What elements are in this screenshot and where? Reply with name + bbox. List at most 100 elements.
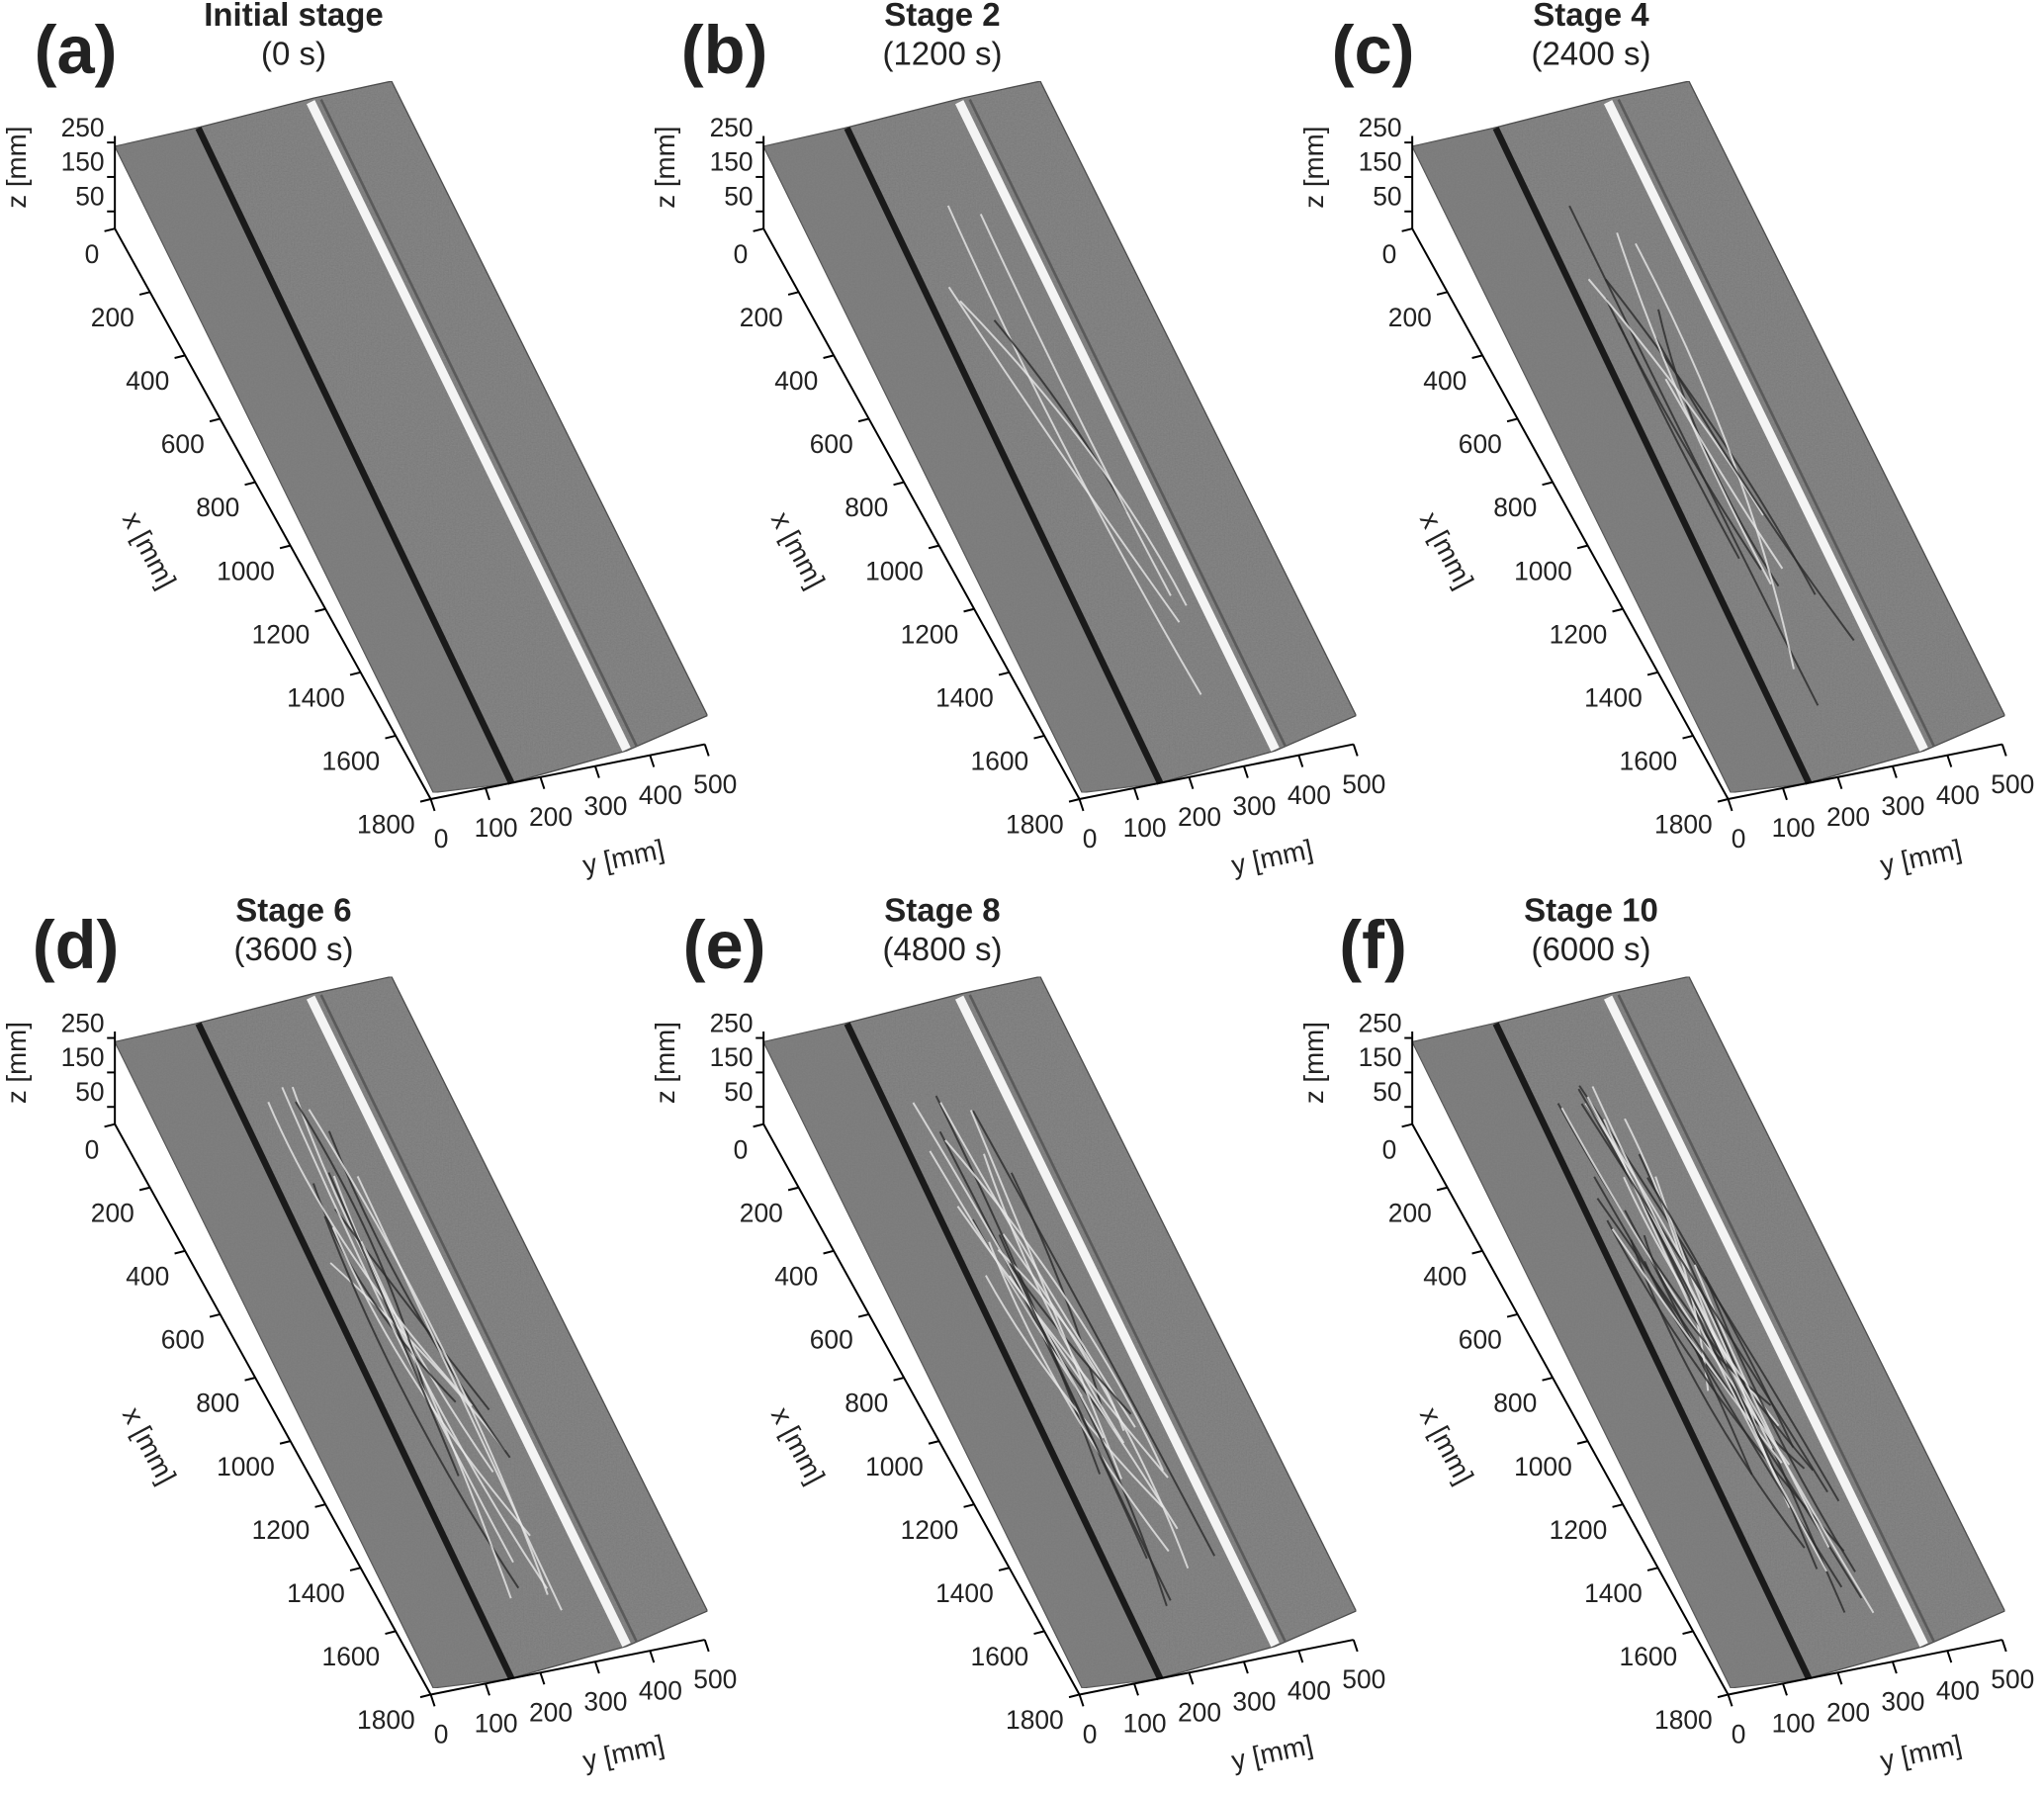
z-tick-label: 250 (61, 1008, 105, 1037)
x-tick-label: 1000 (865, 1452, 924, 1481)
z-tick-label: 250 (1359, 113, 1402, 142)
x-tick-label: 1200 (901, 1515, 959, 1545)
panel: (b) Stage 2(1200 s)0200400600800100012001… (650, 0, 1386, 880)
y-tick (1782, 787, 1788, 801)
z-tick-label: 250 (61, 113, 105, 142)
y-tick (649, 755, 656, 767)
z-tick-label: 50 (1373, 182, 1401, 212)
x-tick (857, 417, 869, 423)
y-tick-label: 300 (583, 1686, 627, 1716)
x-tick (823, 1249, 835, 1255)
surface-shade (115, 1024, 516, 1688)
y-tick-label: 500 (693, 769, 737, 799)
x-tick-label: 1400 (287, 683, 345, 713)
z-axis-label: z [mm] (1, 1022, 32, 1104)
channel-thread (947, 286, 1181, 623)
x-tick (419, 798, 431, 803)
x-tick-label: 800 (1493, 1389, 1537, 1418)
x-tick-label: 1600 (971, 1642, 1029, 1671)
ridge (1603, 995, 1928, 1648)
y-tick-label: 500 (1342, 769, 1385, 799)
channel-thread (1591, 1086, 1875, 1614)
y-tick (1946, 1650, 1953, 1663)
x-tick-label: 1000 (1514, 1452, 1572, 1481)
channel-bank (1492, 127, 1813, 785)
x-tick-label: 1600 (1620, 747, 1678, 776)
x-tick (1401, 227, 1413, 232)
y-axis-label: y [mm] (580, 834, 667, 881)
y-axis-label: y [mm] (1878, 1729, 1965, 1776)
y-tick-label: 400 (1936, 780, 1980, 810)
y-tick-label: 500 (693, 1664, 737, 1694)
x-tick (1717, 1693, 1729, 1699)
x-tick-label: 1000 (865, 556, 924, 585)
x-tick (963, 607, 975, 613)
y-tick-label: 400 (639, 1675, 682, 1705)
ridge (306, 995, 631, 1648)
x-tick (385, 1630, 397, 1635)
y-tick (1297, 1650, 1304, 1663)
x-tick-label: 1800 (357, 810, 415, 840)
y-axis (1079, 743, 1354, 800)
z-tick-label: 250 (710, 113, 754, 142)
x-tick (1506, 1312, 1518, 1318)
x-tick-label: 1600 (322, 747, 381, 776)
y-tick-label: 200 (529, 802, 573, 832)
x-tick-label: 800 (844, 493, 888, 522)
x-tick (1646, 1567, 1658, 1571)
y-tick-label: 300 (1232, 1686, 1276, 1716)
panel-title: Initial stage (204, 0, 383, 33)
channel-bank (844, 127, 1164, 785)
y-tick (1727, 1694, 1733, 1707)
z-axis-label: z [mm] (1298, 1022, 1329, 1104)
y-tick-label: 0 (1083, 1720, 1098, 1749)
channel-thread (267, 1101, 473, 1407)
x-axis-label: x [mm] (117, 506, 182, 593)
y-tick-label: 400 (1936, 1675, 1980, 1705)
y-axis (1728, 1639, 2002, 1696)
x-tick (314, 607, 326, 613)
channel-thread (1693, 1264, 1830, 1549)
x-tick-label: 1000 (1514, 556, 1572, 585)
channel-thread (1606, 1219, 1845, 1553)
channel-thread (360, 1240, 512, 1599)
x-tick-label: 200 (740, 1198, 783, 1227)
channel-thread (1560, 1107, 1791, 1466)
x-tick-label: 0 (734, 1134, 749, 1164)
y-tick-label: 400 (639, 780, 682, 810)
y-tick (429, 1694, 436, 1707)
x-tick-label: 1200 (252, 1515, 311, 1545)
x-axis (762, 227, 1081, 800)
x-tick-label: 800 (844, 1389, 888, 1418)
channel-thread (972, 1110, 1216, 1557)
z-tick-label: 150 (61, 147, 105, 177)
channel-thread (329, 1262, 506, 1452)
ridge (954, 100, 1280, 752)
x-tick (209, 1312, 221, 1318)
channel-bank (195, 1022, 515, 1681)
y-axis-label: y [mm] (1229, 1729, 1316, 1776)
x-tick-label: 600 (161, 429, 205, 459)
panel: (f) Stage 10(6000 s)020040060080010001200… (1298, 892, 2035, 1776)
channel-thread (331, 1226, 531, 1537)
panel-title: Stage 8 (884, 892, 1000, 929)
panel: (e) Stage 8(4800 s)0200400600800100012001… (650, 892, 1386, 1776)
channel-thread (929, 1150, 1083, 1397)
z-tick-label: 150 (710, 147, 754, 177)
y-tick (1352, 744, 1359, 757)
channel-thread (998, 1234, 1172, 1601)
z-tick-label: 150 (710, 1042, 754, 1072)
y-tick-label: 300 (1232, 791, 1276, 821)
channel-thread (939, 1102, 1136, 1428)
y-tick-label: 500 (1991, 1664, 2034, 1694)
y-tick-label: 300 (1881, 791, 1924, 821)
panel-subtitle: (6000 s) (1531, 931, 1650, 967)
x-tick-label: 1000 (217, 1452, 275, 1481)
x-tick (1576, 544, 1588, 550)
channel-thread (993, 319, 1128, 513)
y-tick-label: 0 (434, 1720, 449, 1749)
y-tick-label: 100 (1123, 1709, 1167, 1739)
channel-thread (1644, 1260, 1806, 1470)
y-tick (1133, 787, 1139, 801)
